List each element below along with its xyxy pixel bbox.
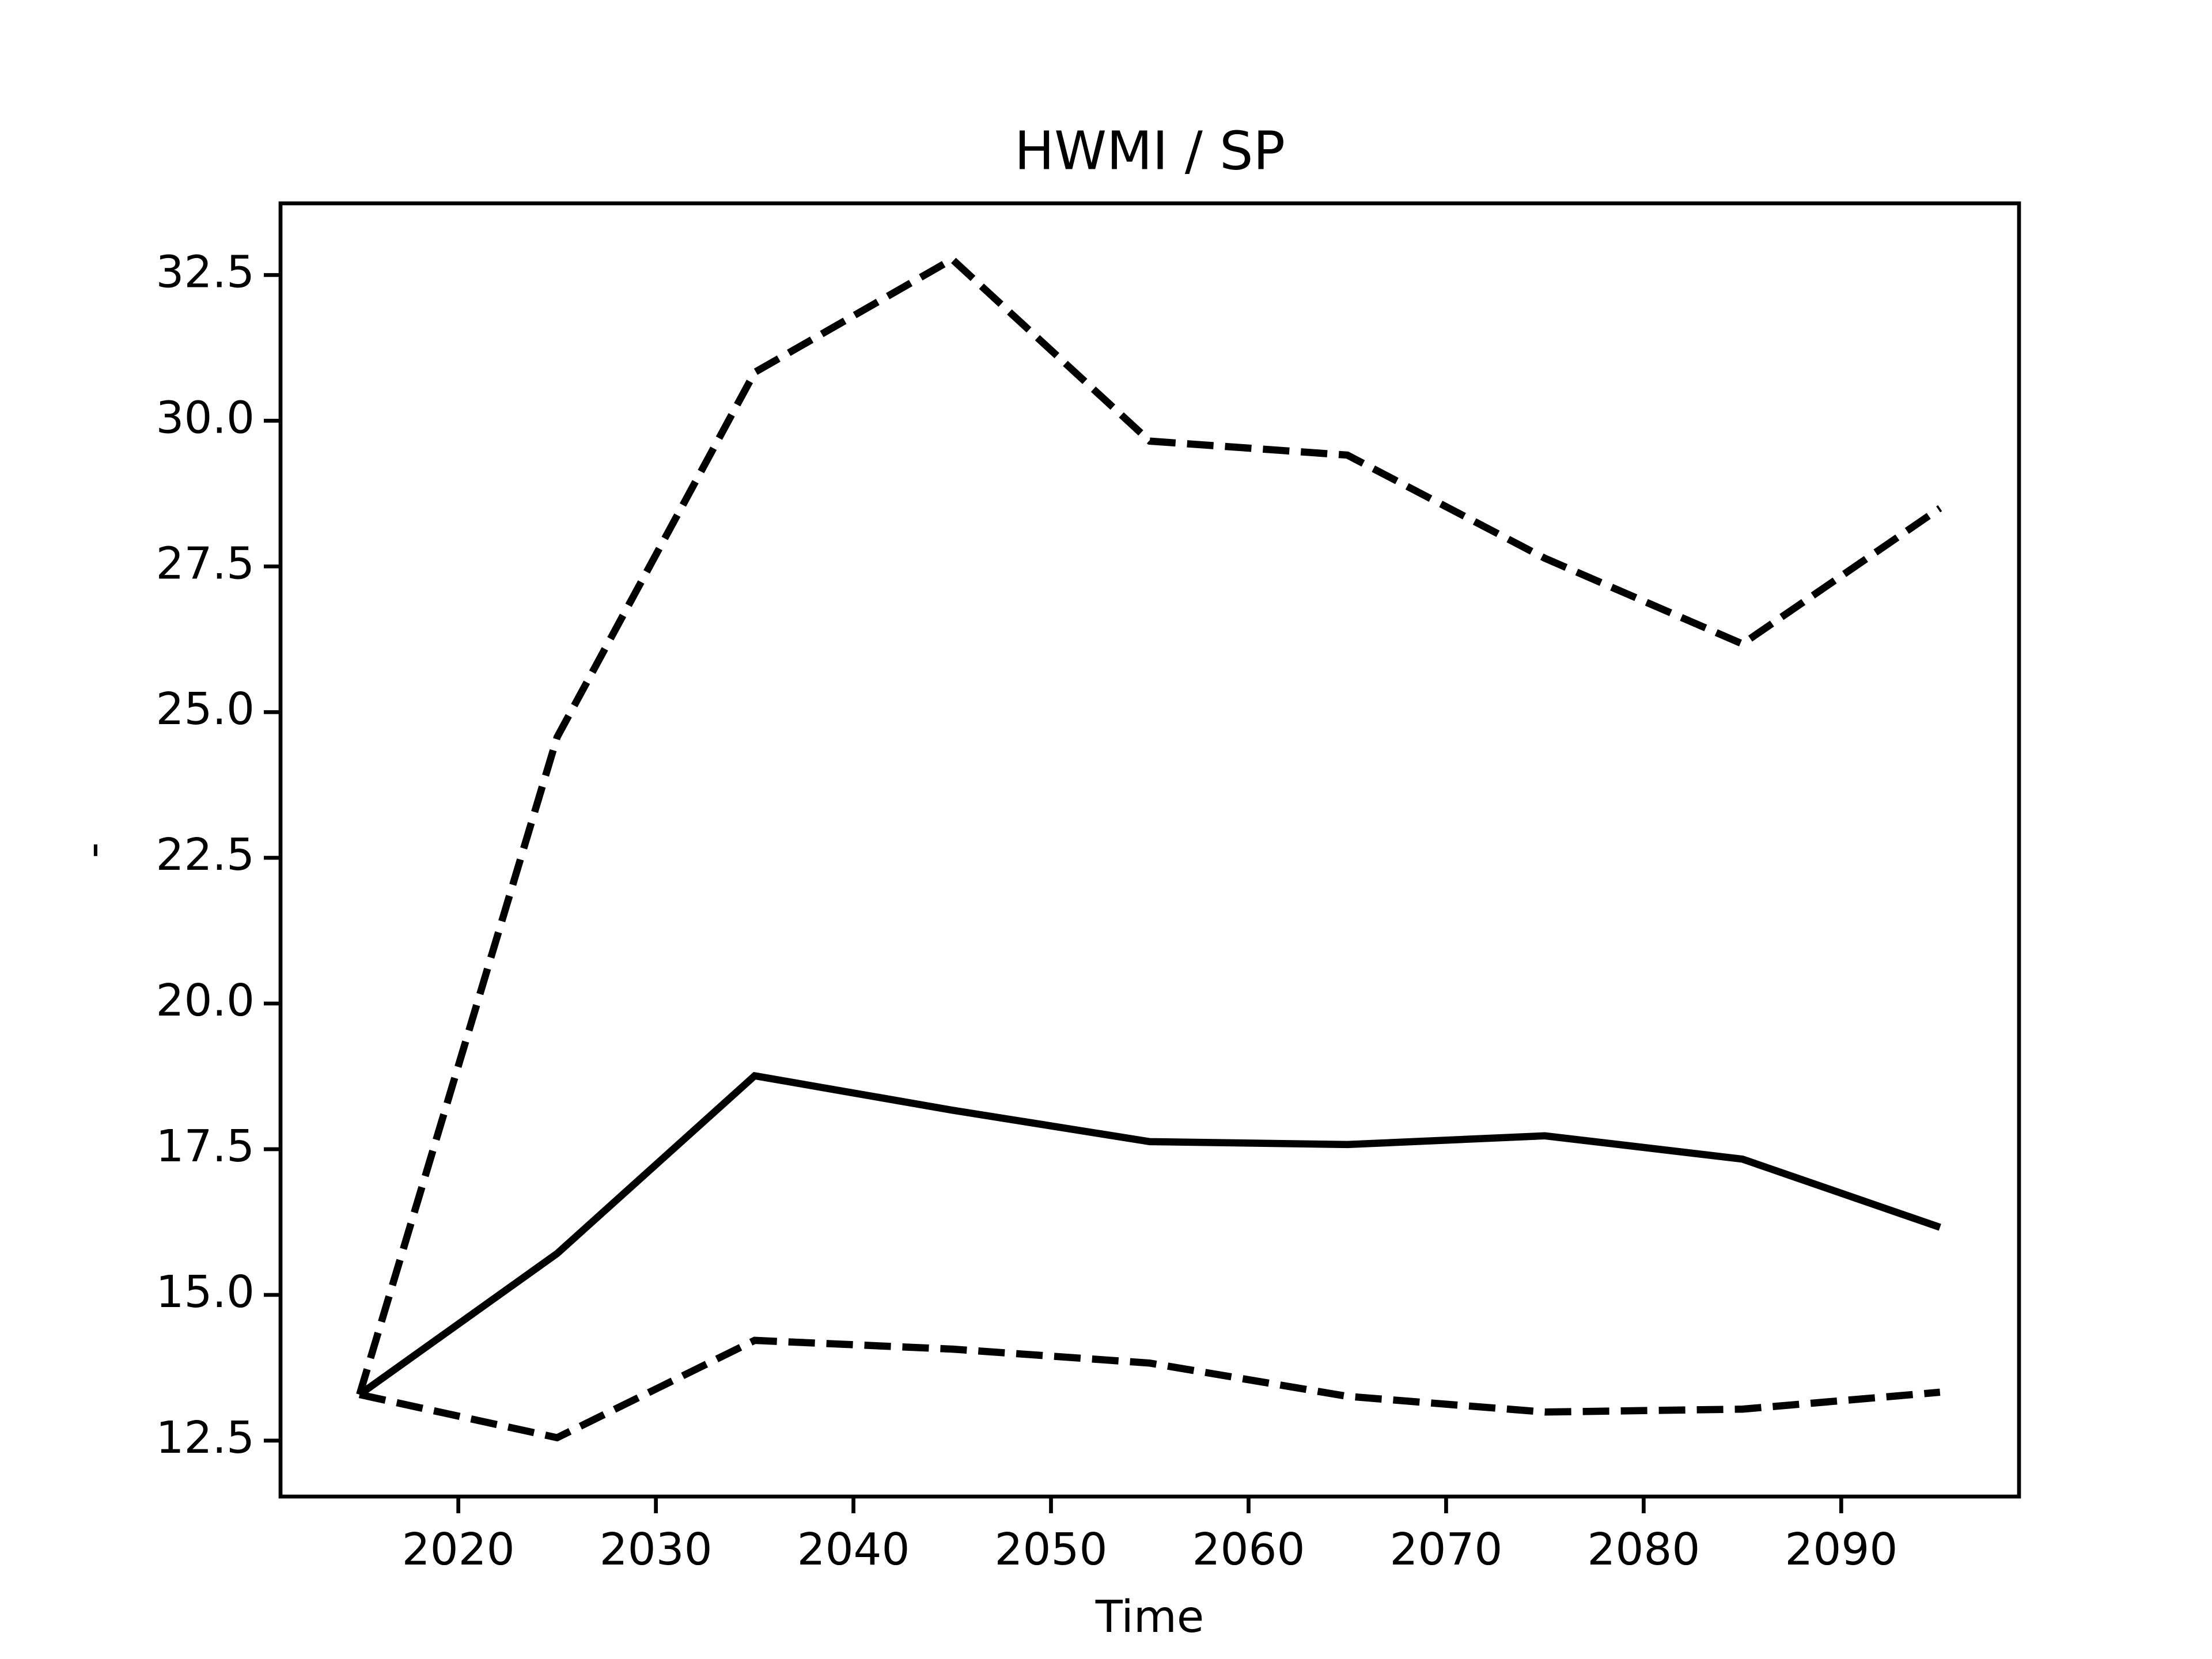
y-tick-label: 15.0 xyxy=(156,1267,255,1318)
y-axis-label: - xyxy=(67,842,119,858)
y-tick-label: 25.0 xyxy=(156,684,255,735)
x-tick-label: 2070 xyxy=(1389,1524,1502,1575)
plot-frame xyxy=(278,201,2021,1499)
series-line xyxy=(358,1336,1941,1442)
y-tick-label: 30.0 xyxy=(156,392,255,444)
y-tick-label: 22.5 xyxy=(156,830,255,881)
series-line xyxy=(357,1071,1941,1398)
y-tick-label: 12.5 xyxy=(156,1412,255,1464)
y-tick-label: 27.5 xyxy=(156,538,255,589)
x-tick-label: 2040 xyxy=(797,1524,910,1575)
x-tick-label: 2090 xyxy=(1785,1524,1897,1575)
x-tick-label: 2030 xyxy=(600,1524,713,1575)
y-tick-label: 20.0 xyxy=(156,975,255,1027)
x-tick-label: 2060 xyxy=(1192,1524,1305,1575)
y-tick-label: 32.5 xyxy=(156,247,255,298)
x-axis-label: Time xyxy=(1095,1592,1204,1643)
chart-title: HWMI / SP xyxy=(1014,120,1285,181)
x-tick-label: 2020 xyxy=(402,1524,515,1575)
series-line xyxy=(356,255,1942,1396)
x-tick-label: 2050 xyxy=(995,1524,1108,1575)
y-tick-label: 17.5 xyxy=(156,1121,255,1172)
x-tick-label: 2080 xyxy=(1587,1524,1700,1575)
